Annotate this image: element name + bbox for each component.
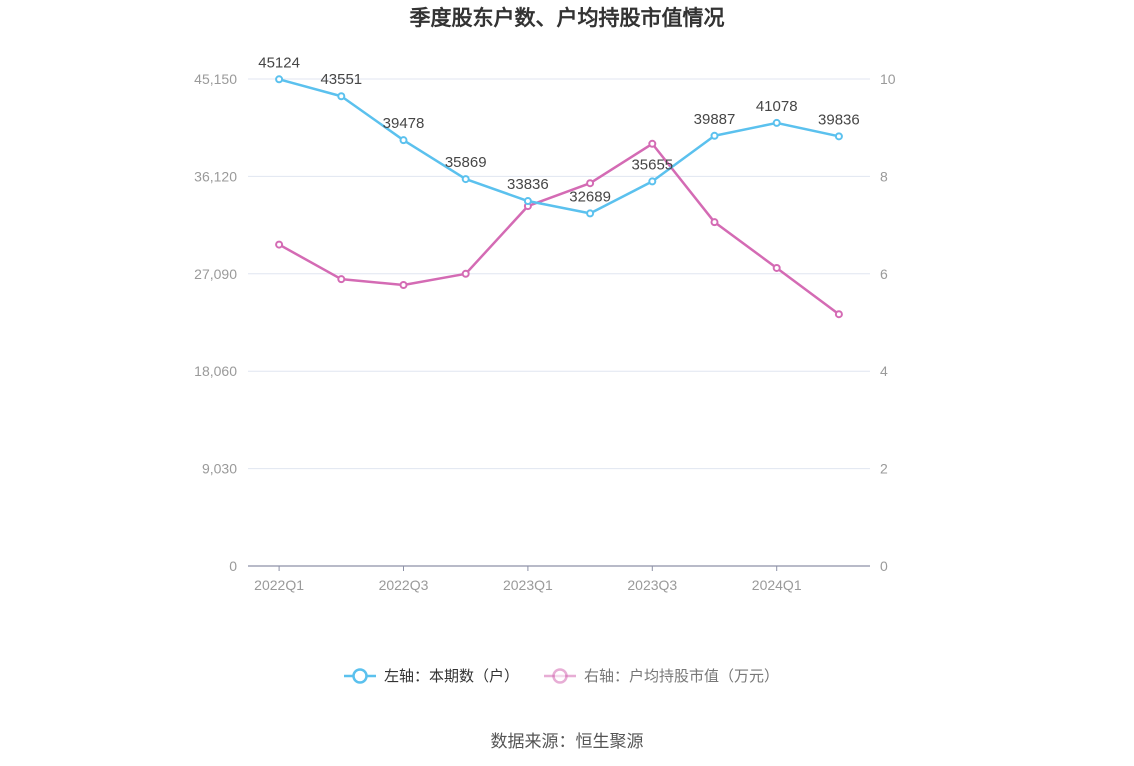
- data-point: [399, 136, 408, 145]
- right-axis-tick-label: 4: [880, 363, 888, 379]
- left-axis-tick-label: 18,060: [194, 363, 237, 379]
- data-point: [772, 263, 781, 272]
- x-axis-tick-label: 2022Q3: [379, 577, 429, 593]
- data-label: 35655: [631, 156, 673, 173]
- data-point: [523, 197, 532, 206]
- series-line: [278, 142, 840, 316]
- data-point: [461, 269, 470, 278]
- x-axis: 2022Q1 2022Q3 2023Q1 2023Q3 2024Q1: [248, 565, 870, 593]
- data-label: 39478: [383, 115, 425, 132]
- data-point: [586, 209, 595, 218]
- right-axis-tick-label: 2: [880, 461, 888, 477]
- grid-lines: [248, 78, 870, 470]
- right-axis-tick-label: 0: [880, 558, 888, 574]
- data-label: 35869: [445, 154, 487, 171]
- left-axis-tick-label: 36,120: [194, 168, 237, 184]
- data-point: [772, 118, 781, 127]
- x-axis-tick-label: 2022Q1: [254, 577, 304, 593]
- legend-item-shareholder-count[interactable]: 左轴：本期数（户）: [344, 668, 519, 685]
- data-point: [337, 92, 346, 101]
- data-label: 43551: [320, 71, 362, 88]
- right-axis-tick-label: 8: [880, 168, 888, 184]
- right-axis-tick-label: 10: [880, 71, 896, 87]
- series-0: [275, 75, 843, 218]
- x-axis-tick-label: 2024Q1: [752, 577, 802, 593]
- data-label: 41078: [756, 98, 798, 115]
- x-axis-tick-label: 2023Q3: [627, 577, 677, 593]
- x-axis-tick-label: 2023Q1: [503, 577, 553, 593]
- data-label: 33836: [507, 176, 549, 193]
- data-point: [648, 139, 657, 148]
- data-point: [586, 179, 595, 188]
- data-source: 数据来源：恒生聚源: [491, 732, 644, 751]
- legend-item-avg-holding-value[interactable]: 右轴：户均持股市值（万元）: [544, 668, 779, 685]
- series-layer: [275, 75, 843, 319]
- data-labels: 45124 43551 39478 35869 33836 32689 35655 39887…: [258, 54, 860, 205]
- data-point: [710, 218, 719, 227]
- legend-label-shareholder-count: 左轴：本期数（户）: [384, 668, 519, 685]
- legend-label-avg-holding-value: 右轴：户均持股市值（万元）: [584, 668, 779, 685]
- data-point: [710, 131, 719, 140]
- left-axis-tick-labels: 0 9,030 18,060 27,090 36,120 45,150: [194, 71, 237, 574]
- left-axis-tick-label: 9,030: [202, 461, 237, 477]
- left-axis-tick-label: 0: [229, 558, 237, 574]
- data-point: [834, 310, 843, 319]
- right-axis-tick-labels: 0 2 4 6 8 10: [880, 71, 896, 574]
- left-axis-tick-label: 27,090: [194, 266, 237, 282]
- legend-circle-icon: [552, 668, 568, 684]
- data-point: [399, 281, 408, 290]
- data-label: 39836: [818, 111, 860, 128]
- series-1: [275, 139, 843, 319]
- data-point: [337, 275, 346, 284]
- data-label: 32689: [569, 188, 611, 205]
- data-point: [275, 75, 284, 84]
- right-axis-tick-label: 6: [880, 266, 888, 282]
- data-label: 39887: [694, 111, 736, 128]
- data-point: [461, 175, 470, 184]
- chart-title: 季度股东户数、户均持股市值情况: [410, 6, 725, 30]
- data-label: 45124: [258, 54, 300, 71]
- data-point: [648, 177, 657, 186]
- data-point: [834, 132, 843, 141]
- legend: 左轴：本期数（户） 右轴：户均持股市值（万元）: [344, 668, 779, 685]
- series-line: [278, 78, 840, 215]
- legend-circle-icon: [352, 668, 368, 684]
- data-point: [275, 240, 284, 249]
- left-axis-tick-label: 45,150: [194, 71, 237, 87]
